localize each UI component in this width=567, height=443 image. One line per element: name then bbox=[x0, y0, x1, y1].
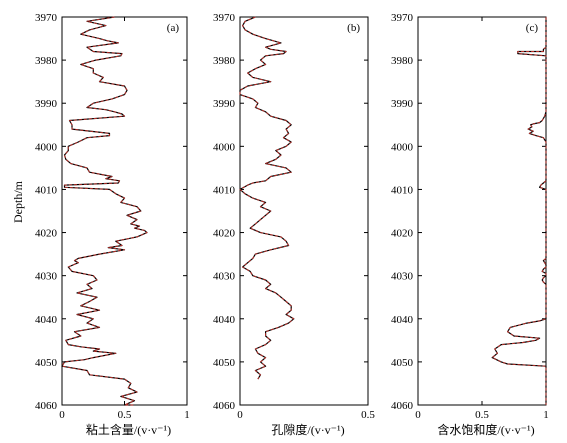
y-tick-label: 3980 bbox=[391, 55, 414, 67]
y-tick-label: 3990 bbox=[213, 98, 236, 110]
y-tick-label: 4050 bbox=[213, 357, 236, 369]
panel-c: 3970 3980 3990 4000 4010 4020 4030 4040 4050 4060… bbox=[391, 12, 549, 437]
y-tick-label: 4040 bbox=[391, 314, 414, 326]
y-tick-label: 4040 bbox=[213, 314, 236, 326]
y-tick-label: 4060 bbox=[213, 400, 236, 412]
x-tick-label: 0.5 bbox=[118, 409, 132, 421]
y-tick-label: 4000 bbox=[35, 141, 58, 153]
y-tick-label: 4030 bbox=[391, 271, 414, 283]
y-axis-label: Depth/m bbox=[11, 180, 25, 223]
x-tick-label: 1 bbox=[543, 409, 549, 421]
series-line-overlay bbox=[491, 17, 547, 405]
x-tick-label: 0 bbox=[59, 409, 65, 421]
y-tick-label: 4020 bbox=[35, 228, 58, 240]
y-tick-label: 4000 bbox=[391, 141, 414, 153]
y-tick-label: 3980 bbox=[213, 55, 236, 67]
y-tick-label: 3990 bbox=[35, 98, 58, 110]
y-tick-label: 3970 bbox=[35, 12, 58, 24]
series-line-overlay bbox=[239, 16, 295, 380]
y-tick-label: 4030 bbox=[213, 271, 236, 283]
panel-a: 3970 3980 3990 4000 4010 4020 4030 4040 4050 4060… bbox=[35, 12, 190, 437]
panel-tag: (a) bbox=[167, 22, 180, 34]
x-tick-label: 0.5 bbox=[361, 409, 375, 421]
y-tick-label: 4060 bbox=[35, 400, 58, 412]
y-tick-label: 4050 bbox=[391, 357, 414, 369]
panel-tag: (c) bbox=[526, 22, 539, 34]
y-tick-label: 4060 bbox=[391, 400, 414, 412]
y-tick-label: 4040 bbox=[35, 314, 58, 326]
y-tick-label: 3970 bbox=[391, 12, 414, 24]
y-tick-label: 4010 bbox=[391, 184, 414, 196]
y-tick-label: 3970 bbox=[213, 12, 236, 24]
x-axis-label: 孔隙度/(v·v⁻¹) bbox=[271, 422, 344, 437]
x-axis-label: 粘土含量/(v·v⁻¹) bbox=[86, 422, 171, 437]
y-tick-label: 4050 bbox=[35, 357, 58, 369]
y-tick-label: 4010 bbox=[213, 184, 236, 196]
series-line-overlay bbox=[61, 16, 148, 406]
y-tick-label: 3990 bbox=[391, 98, 414, 110]
y-tick-label: 4020 bbox=[213, 228, 236, 240]
y-tick-label: 4020 bbox=[391, 228, 414, 240]
x-tick-label: 0.5 bbox=[475, 409, 489, 421]
x-tick-label: 0 bbox=[237, 409, 243, 421]
x-axis-label: 含水饱和度/(v·v⁻¹) bbox=[437, 422, 534, 437]
panel-b: 3970 3980 3990 4000 4010 4020 4030 4040 4050 4060… bbox=[213, 12, 375, 437]
series-line bbox=[491, 17, 547, 405]
panel-tag: (b) bbox=[347, 22, 360, 34]
plot-frame bbox=[239, 16, 369, 406]
y-tick-label: 3980 bbox=[35, 55, 58, 67]
y-tick-label: 4010 bbox=[35, 184, 58, 196]
x-tick-label: 0 bbox=[415, 409, 421, 421]
y-tick-label: 4000 bbox=[213, 141, 236, 153]
series-line bbox=[61, 16, 148, 406]
x-tick-label: 1 bbox=[184, 409, 190, 421]
plot-frame bbox=[417, 16, 547, 406]
y-tick-label: 4030 bbox=[35, 271, 58, 283]
